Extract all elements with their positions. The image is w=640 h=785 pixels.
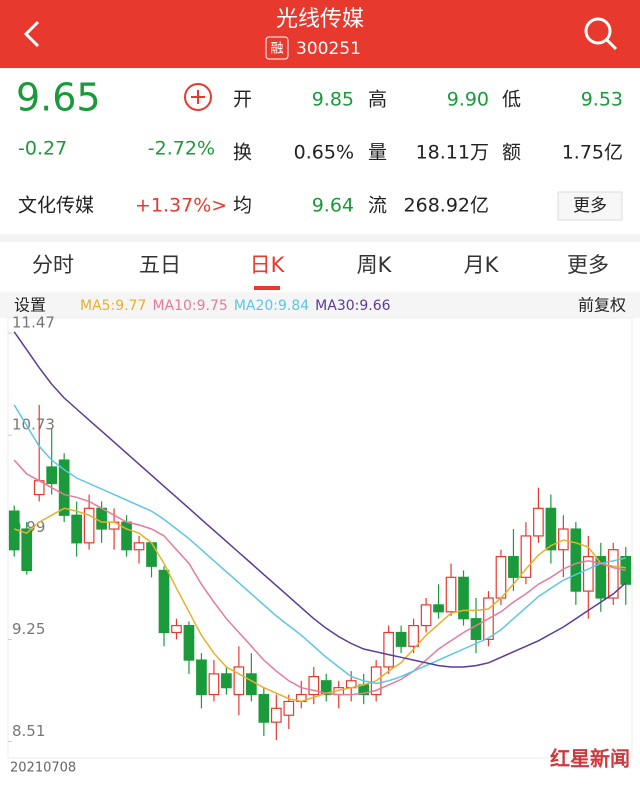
- tab[interactable]: 五日: [139, 253, 181, 277]
- field-label: 开: [233, 89, 252, 111]
- field-label: 流: [368, 195, 387, 217]
- stock-code: 300251: [296, 39, 361, 59]
- candle-body: [96, 507, 107, 530]
- candle-body: [470, 618, 482, 640]
- field-value: 9.53: [581, 89, 623, 111]
- legend-entry: MA30:9.66: [315, 298, 390, 314]
- field-value: 268.92亿: [404, 195, 489, 217]
- candle-body: [121, 521, 132, 551]
- candle-body: [221, 673, 232, 689]
- plot-frame: [7, 317, 633, 759]
- field-label: 量: [368, 142, 387, 164]
- badge-box: [265, 36, 289, 60]
- price: 9.65: [16, 76, 101, 120]
- legend-entry: MA5:9.77: [80, 298, 146, 314]
- field-label: 换: [233, 142, 252, 164]
- badge: 融: [270, 42, 283, 57]
- candle-body: [395, 631, 407, 647]
- field-label: 高: [368, 89, 387, 111]
- watermark: 红星新闻: [550, 747, 630, 771]
- legend-entry: MA20:9.84: [234, 298, 309, 314]
- stock-name: 光线传媒: [276, 7, 364, 32]
- candle-body: [246, 673, 257, 696]
- field-value: 9.90: [447, 89, 489, 111]
- field-label: 均: [233, 195, 252, 217]
- tab[interactable]: 周K: [357, 253, 393, 277]
- candle-body: [283, 700, 295, 716]
- add-watch[interactable]: [184, 83, 212, 111]
- candle-body: [520, 535, 532, 578]
- candle-body: [46, 466, 58, 485]
- candle-body: [383, 631, 394, 668]
- candle-body: [270, 707, 282, 723]
- candle-body: [495, 556, 507, 599]
- search-handle: [605, 38, 618, 51]
- candle-body: [607, 549, 619, 599]
- ma-line: [13, 507, 626, 703]
- candle-body: [408, 624, 419, 647]
- y-tick-label: 9.25: [12, 620, 45, 638]
- candle-body: [146, 542, 157, 567]
- change-pct: -2.72%: [148, 138, 215, 160]
- tab-underline: [254, 286, 280, 290]
- tab[interactable]: 分时: [32, 253, 74, 277]
- candle-body: [208, 673, 220, 696]
- add-icon: [191, 90, 205, 104]
- back-button[interactable]: [23, 20, 40, 48]
- tab[interactable]: 月K: [464, 253, 500, 277]
- adjust[interactable]: 前复权: [578, 296, 626, 315]
- field-value: 0.65%: [294, 142, 354, 164]
- candle-body: [58, 459, 70, 516]
- field-value: 9.85: [312, 89, 354, 111]
- candle-body: [21, 528, 33, 572]
- tab[interactable]: 更多: [567, 253, 609, 277]
- candle-body: [595, 556, 607, 599]
- chart-header: [0, 294, 640, 318]
- field-label: 低: [502, 89, 521, 111]
- field-label: 额: [502, 142, 521, 164]
- ma-line: [13, 459, 626, 696]
- search-button[interactable]: [584, 17, 612, 45]
- candle-body: [533, 507, 544, 537]
- candle-body: [508, 556, 519, 578]
- candle-body: [458, 576, 469, 620]
- candle-body: [582, 556, 594, 592]
- candle-body: [445, 576, 457, 613]
- candle-body: [308, 676, 320, 696]
- candle-body: [133, 542, 145, 551]
- sector[interactable]: 文化传媒: [18, 195, 94, 217]
- candle-body: [171, 624, 182, 634]
- field-value: 1.75亿: [562, 142, 623, 164]
- field-value: 18.11万: [416, 142, 489, 164]
- settings[interactable]: 设置: [14, 296, 46, 315]
- candle-body: [320, 680, 332, 696]
- candle-body: [433, 604, 444, 613]
- candle-body: [545, 507, 557, 551]
- candle-body: [83, 507, 95, 544]
- more-label: 更多: [573, 196, 607, 216]
- candle-body: [420, 604, 432, 627]
- candle-body: [233, 666, 245, 696]
- divider: [0, 234, 640, 242]
- candle-body: [183, 624, 195, 661]
- candle-body: [158, 569, 170, 634]
- y-tick-label: 8.51: [12, 722, 45, 740]
- top-bar: [0, 0, 640, 68]
- legend-entry: MA10:9.75: [152, 298, 227, 314]
- ma-line: [13, 404, 626, 685]
- field-value: 9.64: [312, 195, 354, 217]
- candle-body: [570, 528, 582, 592]
- y-tick-label: 11.47: [12, 314, 55, 332]
- more-button[interactable]: [557, 191, 623, 221]
- date-label: 20210708: [10, 761, 76, 776]
- change: -0.27: [18, 138, 67, 160]
- candle-body: [196, 659, 207, 696]
- sector-change[interactable]: +1.37%>: [135, 195, 227, 217]
- y-tick-label: 10.73: [12, 416, 55, 434]
- candle-body: [258, 693, 270, 723]
- ma-line: [13, 331, 627, 668]
- tab[interactable]: 日K: [250, 253, 286, 277]
- candle-body: [71, 514, 82, 544]
